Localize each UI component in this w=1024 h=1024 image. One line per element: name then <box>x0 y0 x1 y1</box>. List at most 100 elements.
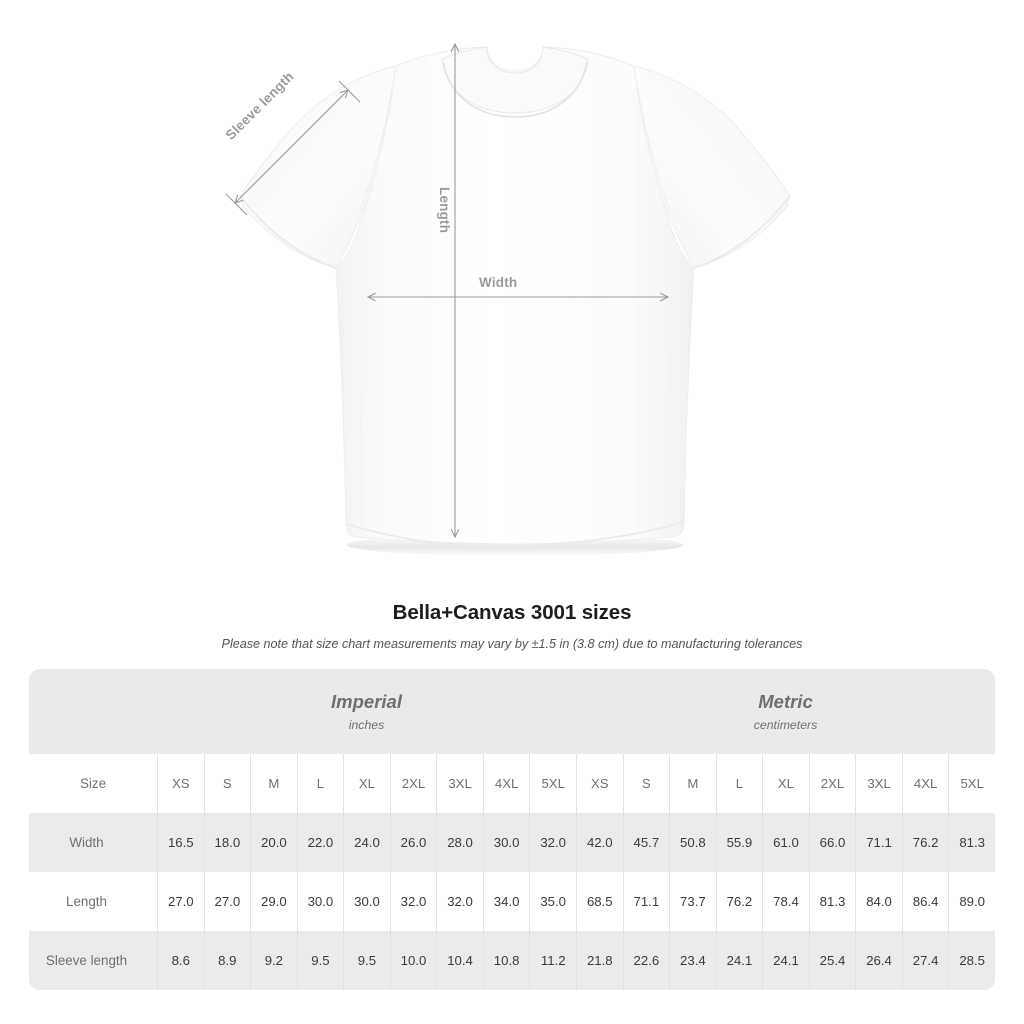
cell-width-in-xs: 16.5 <box>157 813 204 872</box>
cell-width-cm-l: 55.9 <box>715 813 763 872</box>
row-label-length: Length <box>29 872 157 931</box>
table-row: Sleeve length 8.6 8.9 9.2 9.5 9.5 10.0 1… <box>29 931 995 990</box>
size-header-imperial-m: M <box>250 754 297 813</box>
cell-length-cm-2xl: 81.3 <box>808 872 856 931</box>
cell-sleeve-in-3xl: 10.4 <box>436 931 483 990</box>
shirt-body <box>335 46 695 545</box>
banner-imperial-unit: inches <box>348 717 385 732</box>
cell-sleeve-in-l: 9.5 <box>296 931 344 990</box>
fold-line-left <box>355 299 363 521</box>
size-header-imperial-3xl: 3XL <box>436 754 483 813</box>
size-header-imperial-xs: XS <box>157 754 204 813</box>
cell-length-cm-xl: 78.4 <box>762 872 809 931</box>
cell-width-cm-2xl: 66.0 <box>808 813 856 872</box>
sleeve-length-tick-bottom <box>225 193 248 216</box>
hem-line <box>345 521 685 548</box>
banner-metric: Metric centimeters <box>576 669 995 754</box>
cell-sleeve-cm-xl: 24.1 <box>762 931 809 990</box>
cell-sleeve-cm-4xl: 27.4 <box>901 931 949 990</box>
cell-length-cm-3xl: 84.0 <box>855 872 902 931</box>
cell-width-in-4xl: 30.0 <box>482 813 530 872</box>
banner-metric-unit: centimeters <box>753 717 818 732</box>
cell-sleeve-in-4xl: 10.8 <box>482 931 530 990</box>
chart-caption: Bella+Canvas 3001 sizes Please note that… <box>0 601 1024 651</box>
size-header-imperial-xl: XL <box>343 754 390 813</box>
unit-banner-row: Imperial inches Metric centimeters <box>29 669 995 754</box>
cell-length-cm-xs: 68.5 <box>576 872 623 931</box>
cell-sleeve-in-m: 9.2 <box>250 931 297 990</box>
cell-width-in-5xl: 32.0 <box>529 813 576 872</box>
size-header-metric-s: S <box>622 754 670 813</box>
banner-imperial: Imperial inches <box>157 669 576 754</box>
size-header-metric-5xl: 5XL <box>948 754 995 813</box>
cell-sleeve-in-xl: 9.5 <box>343 931 390 990</box>
banner-spacer <box>29 669 157 754</box>
cell-width-cm-m: 50.8 <box>669 813 716 872</box>
cell-width-cm-s: 45.7 <box>622 813 670 872</box>
row-label-width: Width <box>29 813 157 872</box>
cell-sleeve-cm-m: 23.4 <box>669 931 716 990</box>
tolerance-note: Please note that size chart measurements… <box>221 637 803 651</box>
sleeve-length-arrow <box>235 90 348 203</box>
cell-length-in-s: 27.0 <box>203 872 251 931</box>
sleeve-length-tick-top <box>338 80 361 103</box>
cell-length-in-5xl: 35.0 <box>529 872 576 931</box>
size-header-metric-xs: XS <box>576 754 623 813</box>
size-header-row: Size XS S M L XL 2XL 3XL 4XL 5XL XS S M … <box>29 754 995 813</box>
cell-sleeve-cm-5xl: 28.5 <box>948 931 995 990</box>
width-label: Width <box>479 275 518 290</box>
cell-length-in-xl: 30.0 <box>343 872 390 931</box>
size-header-label: Size <box>29 754 157 813</box>
length-label: Length <box>437 187 452 234</box>
cell-length-cm-l: 76.2 <box>715 872 763 931</box>
cell-sleeve-cm-xs: 21.8 <box>576 931 623 990</box>
cell-width-in-2xl: 26.0 <box>389 813 437 872</box>
cell-width-in-l: 22.0 <box>296 813 344 872</box>
cell-sleeve-cm-s: 22.6 <box>622 931 670 990</box>
cell-sleeve-in-xs: 8.6 <box>157 931 204 990</box>
size-header-metric-l: L <box>715 754 763 813</box>
tshirt-illustration <box>225 0 791 556</box>
cell-sleeve-cm-3xl: 26.4 <box>855 931 902 990</box>
cell-sleeve-cm-l: 24.1 <box>715 931 763 990</box>
cell-length-in-l: 30.0 <box>296 872 344 931</box>
cell-width-cm-3xl: 71.1 <box>855 813 902 872</box>
left-cuff <box>239 195 337 269</box>
size-header-metric-xl: XL <box>762 754 809 813</box>
cell-length-in-4xl: 34.0 <box>482 872 530 931</box>
cell-sleeve-in-5xl: 11.2 <box>529 931 576 990</box>
cell-length-cm-s: 71.1 <box>622 872 670 931</box>
cell-length-in-2xl: 32.0 <box>389 872 437 931</box>
cell-length-in-xs: 27.0 <box>157 872 204 931</box>
table-row: Length 27.0 27.0 29.0 30.0 30.0 32.0 32.… <box>29 872 995 931</box>
size-header-imperial-2xl: 2XL <box>389 754 437 813</box>
left-armhole-seam <box>359 65 397 213</box>
cell-length-in-3xl: 32.0 <box>436 872 483 931</box>
tshirt-diagram: Sleeve length Length Width <box>223 0 791 556</box>
size-header-imperial-s: S <box>203 754 251 813</box>
cell-width-cm-5xl: 81.3 <box>948 813 995 872</box>
size-chart-table: Imperial inches Metric centimeters Size … <box>29 669 995 990</box>
size-header-imperial-4xl: 4XL <box>482 754 530 813</box>
cell-sleeve-cm-2xl: 25.4 <box>808 931 856 990</box>
cell-width-cm-xs: 42.0 <box>576 813 623 872</box>
cell-width-in-s: 18.0 <box>203 813 251 872</box>
cell-sleeve-in-2xl: 10.0 <box>389 931 437 990</box>
banner-metric-name: Metric <box>758 691 813 713</box>
cell-sleeve-in-s: 8.9 <box>203 931 251 990</box>
cell-length-cm-4xl: 86.4 <box>901 872 949 931</box>
size-header-imperial-5xl: 5XL <box>529 754 576 813</box>
size-header-metric-3xl: 3XL <box>855 754 902 813</box>
size-header-metric-2xl: 2XL <box>808 754 856 813</box>
right-cuff <box>693 195 791 269</box>
banner-imperial-name: Imperial <box>331 691 402 713</box>
page-title: Bella+Canvas 3001 sizes <box>392 601 632 624</box>
right-armhole-seam <box>633 65 671 213</box>
cell-width-in-3xl: 28.0 <box>436 813 483 872</box>
cell-length-cm-5xl: 89.0 <box>948 872 995 931</box>
row-label-sleeve-length: Sleeve length <box>29 931 157 990</box>
cell-length-in-m: 29.0 <box>250 872 297 931</box>
fold-line-right <box>665 299 673 521</box>
size-header-metric-m: M <box>669 754 716 813</box>
size-header-imperial-l: L <box>296 754 344 813</box>
